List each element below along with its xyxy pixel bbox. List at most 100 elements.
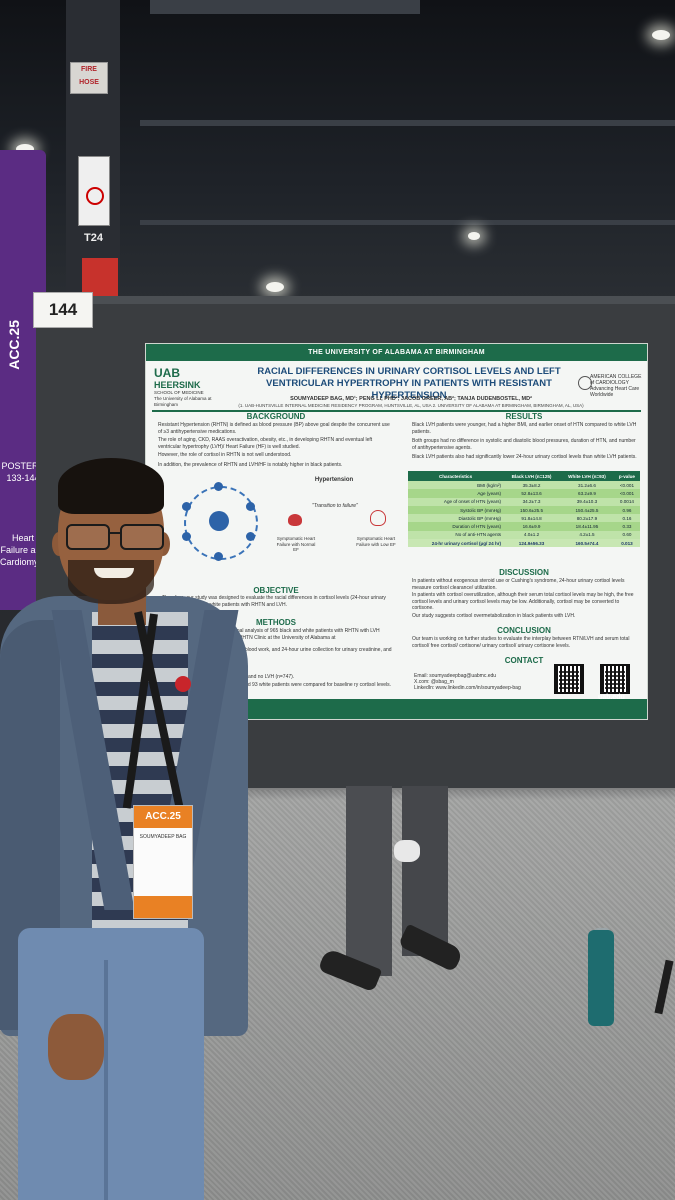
uab-heersink-logo: UAB HEERSINK SCHOOL OF MEDICINE The Univ… <box>154 366 228 407</box>
banner-title: ACC.25 <box>6 320 22 370</box>
table-header-row: Characteristics Black LVH (n=125) White … <box>408 471 640 481</box>
fire-hose-sign: FIRE HOSE <box>70 62 108 94</box>
results-heading: RESULTS <box>505 412 543 421</box>
methods-heading: METHODS <box>256 618 296 627</box>
ring-node <box>182 502 191 511</box>
red-panel <box>82 258 118 296</box>
poster-footer-url: uab.edu <box>598 694 625 701</box>
table-cell: 124.9±56.33 <box>503 539 560 548</box>
no-smoking-sign <box>78 156 110 226</box>
heersink-name: HEERSINK <box>154 380 201 390</box>
banner-posters: POSTERS 133-144 <box>1 461 45 483</box>
figure-title: Hypertension <box>314 477 354 483</box>
background-bullet: Resistant Hypertension (RHTN) is defined… <box>158 422 390 435</box>
badge-stripe <box>134 896 192 918</box>
poster-footer <box>146 699 647 719</box>
table-row: No of anti-HTN agents 4.0±1.2 4.2±1.5 0.60 <box>408 530 640 540</box>
contact-heading: CONTACT <box>504 656 544 665</box>
water-bottle <box>588 930 614 1026</box>
white-shoe <box>394 840 420 862</box>
table-cell: 18.4±11.95 <box>560 522 614 531</box>
name-badge: ACC.25 SOUMYADEEP BAG <box>133 805 193 919</box>
discussion-bullet: Our study suggests cortisol overmetaboli… <box>412 613 576 619</box>
results-bullet: Both groups had no difference in systoli… <box>412 438 636 451</box>
poster-board-edge <box>36 296 675 304</box>
poster-authors: SOUMYADEEP BAG, MD¹; PENG LI, PHD²; JACO… <box>290 396 532 402</box>
background-bullet: However, the role of cortisol in RHTN is… <box>158 452 292 458</box>
booth-number: 144 <box>33 292 93 328</box>
table-cell: <0.001 <box>613 489 640 498</box>
background-person-legs <box>317 786 466 1006</box>
objective-heading: OBJECTIVE <box>253 586 299 595</box>
table-header: Characteristics <box>408 471 504 481</box>
ceiling-truss <box>140 120 675 126</box>
results-table: Characteristics Black LVH (n=125) White … <box>408 471 640 548</box>
jeans <box>18 928 204 1200</box>
table-cell: Age of onset of HTN (years) <box>408 497 504 506</box>
table-cell: 0.013 <box>613 539 640 548</box>
methods-bullet: LVH, 125 black, and 93 white patients we… <box>206 682 392 688</box>
table-cell: Age (years) <box>408 489 504 498</box>
table-header: p-value <box>613 471 640 481</box>
qr-code-icon <box>554 664 584 694</box>
ceiling-truss <box>150 0 420 14</box>
column <box>66 0 120 300</box>
table-cell: BMI (kg/m²) <box>408 481 504 490</box>
table-row: Duration of HTN (years) 16.6±9.9 18.4±11.9… <box>408 522 640 531</box>
institution-bar: THE UNIVERSITY OF ALABAMA AT BIRMINGHAM <box>146 344 647 361</box>
badge-name: SOUMYADEEP BAG <box>139 834 187 840</box>
table-cell: 31.2±6.6 <box>560 481 614 490</box>
acc-name: AMERICAN COLLEGE of CARDIOLOGY <box>590 374 642 386</box>
lens <box>120 524 164 550</box>
qr-pattern <box>559 669 579 689</box>
ceiling-light <box>266 282 284 292</box>
badge-event: ACC.25 <box>134 806 192 828</box>
table-cell: 4.0±1.2 <box>503 530 560 540</box>
glasses-icon <box>64 524 164 550</box>
table-header: Black LVH (n=125) <box>503 471 560 481</box>
table-cell: 34.2±7.3 <box>503 497 560 506</box>
table-cell: 16.6±9.9 <box>503 522 560 531</box>
presenter-hair <box>58 458 164 514</box>
discussion-heading: DISCUSSION <box>499 568 549 577</box>
ring-node <box>214 482 223 491</box>
ring-center <box>209 511 229 531</box>
table-cell: 160.5±74.4 <box>560 539 614 548</box>
ring-node <box>246 532 255 541</box>
ceiling-light <box>652 30 670 40</box>
table-header: White LVH (n=93) <box>560 471 614 481</box>
heart-icon <box>288 514 302 526</box>
contact-xcom: X.com: @sbag_m <box>414 679 454 685</box>
table-cell: 0.16 <box>613 514 640 523</box>
background-heading: BACKGROUND <box>246 412 306 421</box>
table-cell: 24-hr urinary cortisol (µg/ 24 hr) <box>408 539 504 548</box>
ring-node <box>246 502 255 511</box>
presenter-hand <box>48 1014 104 1080</box>
ceiling-light <box>468 232 480 240</box>
table-cell: No of anti-HTN agents <box>408 530 504 540</box>
table-cell: Systolic BP (mmHg) <box>408 505 504 515</box>
table-cell: 0.96 <box>613 505 640 515</box>
table-cell: 63.2±9.9 <box>560 489 614 498</box>
leg <box>346 786 392 976</box>
contact-email: Email: soumyadeepbag@uabmc.edu <box>414 673 497 679</box>
ring-node <box>182 532 191 541</box>
table-cell: 150.4±25.5 <box>560 505 614 515</box>
lapel-pin <box>175 676 191 692</box>
table-cell: 0.33 <box>613 522 640 531</box>
transition-to-failure-figure: Hypertension "Transition to failure" Sym… <box>274 476 396 576</box>
conclusion-bullet: Our team is working on further studies t… <box>412 636 630 649</box>
aisle-sign: T24 <box>84 232 103 244</box>
uab-mark: UAB <box>154 366 180 380</box>
acc-tagline: Advancing Heart Care Worldwide <box>590 386 640 398</box>
table-cell: Diastolic BP (mmHg) <box>408 514 504 523</box>
title-divider <box>152 410 641 412</box>
discussion-bullet: In patients with cortisol overutilizatio… <box>412 592 634 611</box>
acc-seal-icon <box>578 376 592 390</box>
table-cell: 39.4±10.3 <box>560 497 614 506</box>
school-name: SCHOOL OF MEDICINE <box>154 390 204 395</box>
table-row: Age of onset of HTN (years) 34.2±7.3 39.4±… <box>408 497 640 506</box>
objective-text: Therefore, our study was designed to eva… <box>162 595 386 608</box>
poster-title: RACIAL DIFFERENCES IN URINARY CORTISOL L… <box>257 366 561 401</box>
